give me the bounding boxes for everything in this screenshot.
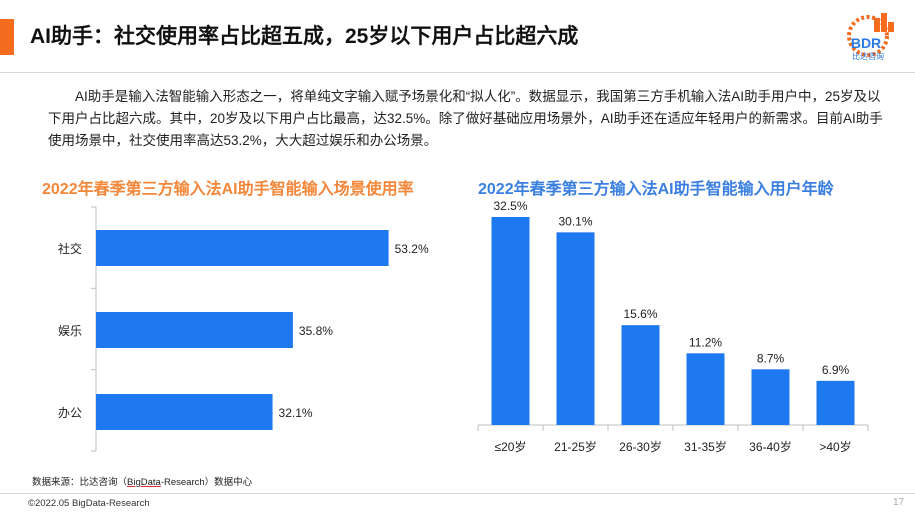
logo-subtext: 比达咨询 — [852, 52, 884, 61]
category-label: 娱乐 — [58, 324, 82, 338]
data-source-note: 数据来源：比达咨询（BigData-Research）数据中心 — [32, 474, 252, 488]
bar-5 — [816, 380, 855, 425]
logo-text: BDR — [850, 35, 882, 51]
value-label: 6.9% — [822, 363, 850, 377]
bar-2 — [621, 325, 660, 425]
page-title: AI助手：社交使用率占比超五成，25岁以下用户占比超六成 — [30, 25, 579, 48]
bar-1 — [556, 232, 595, 425]
bar-0 — [491, 217, 530, 425]
age-chart-title: 2022年春季第三方输入法AI助手智能输入用户年龄 — [478, 181, 834, 198]
value-label: 32.5% — [493, 199, 527, 213]
value-label: 30.1% — [558, 214, 592, 228]
bdr-logo: BDR 比达咨询 — [846, 8, 908, 64]
scene-chart-title: 2022年春季第三方输入法AI助手智能输入场景使用率 — [42, 181, 414, 198]
page-number: 17 — [893, 497, 905, 508]
category-label: 21-25岁 — [554, 439, 597, 454]
scene-usage-bar-chart: 社交 53.2% 娱乐 35.8% 办公 32.1% — [58, 206, 429, 452]
title-accent-bar — [0, 19, 14, 55]
bar-1 — [96, 312, 293, 348]
source-underlined: BigData — [127, 477, 161, 488]
category-label: 36-40岁 — [749, 439, 792, 454]
source-prefix: 数据来源：比达咨询（ — [32, 477, 128, 488]
category-label: 31-35岁 — [684, 439, 727, 454]
value-label: 32.1% — [279, 406, 313, 420]
value-label: 15.6% — [623, 307, 657, 321]
bar-2 — [96, 394, 273, 430]
category-label: 社交 — [58, 241, 82, 256]
value-label: 8.7% — [757, 351, 785, 365]
header-divider — [0, 72, 915, 73]
value-label: 53.2% — [395, 242, 429, 256]
bar-0 — [96, 230, 389, 266]
category-label: ≤20岁 — [495, 439, 527, 454]
source-suffix: -Research）数据中心 — [160, 477, 253, 488]
value-label: 11.2% — [689, 335, 722, 349]
copyright: ©2022.05 BigData-Research — [28, 498, 150, 509]
bar-3 — [686, 353, 725, 425]
category-label: 26-30岁 — [619, 439, 662, 454]
footer-divider — [0, 493, 915, 494]
value-label: 35.8% — [299, 324, 333, 338]
intro-paragraph: AI助手是输入法智能输入形态之一，将单纯文字输入赋予场景化和“拟人化”。数据显示… — [48, 89, 883, 148]
bar-4 — [751, 369, 790, 425]
category-label: >40岁 — [819, 439, 851, 454]
user-age-bar-chart: 32.5% ≤20岁 30.1% 21-25岁 15.6% 26-30岁 11.2% 31-3… — [477, 199, 869, 454]
category-label: 办公 — [58, 405, 82, 420]
logo-ring-icon — [847, 13, 894, 57]
